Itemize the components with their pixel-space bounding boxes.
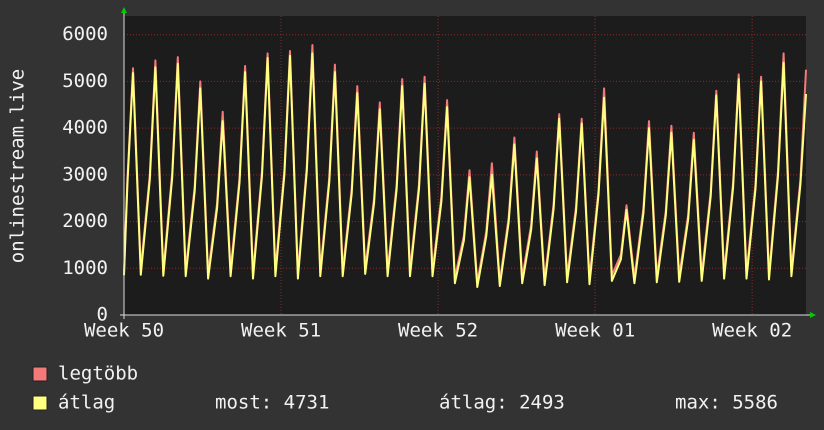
y-tick-label: 1000 — [62, 257, 108, 279]
y-tick-label: 2000 — [62, 210, 108, 232]
x-tick-label: Week 01 — [555, 320, 635, 342]
y-tick-label: 5000 — [62, 70, 108, 92]
legend-stat: átlag: 2493 — [439, 392, 565, 414]
x-tick-label: Week 50 — [84, 320, 164, 342]
legend-label: legtöbb — [58, 363, 138, 385]
y-tick-label: 6000 — [62, 23, 108, 45]
y-arrow — [121, 7, 127, 13]
series-line — [123, 52, 807, 288]
x-tick-label: Week 51 — [241, 320, 321, 342]
y-axis-label: onlinestream.live — [7, 69, 29, 263]
legend: legtöbb átlag most: 4731 átlag: 2493 max: 55… — [32, 363, 778, 414]
legend-swatch — [32, 395, 48, 411]
y-tick-label: 4000 — [62, 117, 108, 139]
x-arrow — [810, 312, 816, 318]
legend-stat: most: 4731 — [215, 392, 329, 414]
legend-stat: max: 5586 — [675, 392, 778, 414]
y-tick-label: 3000 — [62, 163, 108, 185]
legend-swatch — [32, 366, 48, 382]
lines — [123, 44, 807, 288]
x-tick-label: Week 52 — [398, 320, 478, 342]
legend-label: átlag — [58, 392, 115, 414]
y-tick-label: 0 — [97, 304, 108, 326]
x-tick-label: Week 02 — [712, 320, 792, 342]
grid: 0 1000 2000 3000 4000 5000 6000 Week 50 Week 51 W… — [62, 16, 806, 342]
